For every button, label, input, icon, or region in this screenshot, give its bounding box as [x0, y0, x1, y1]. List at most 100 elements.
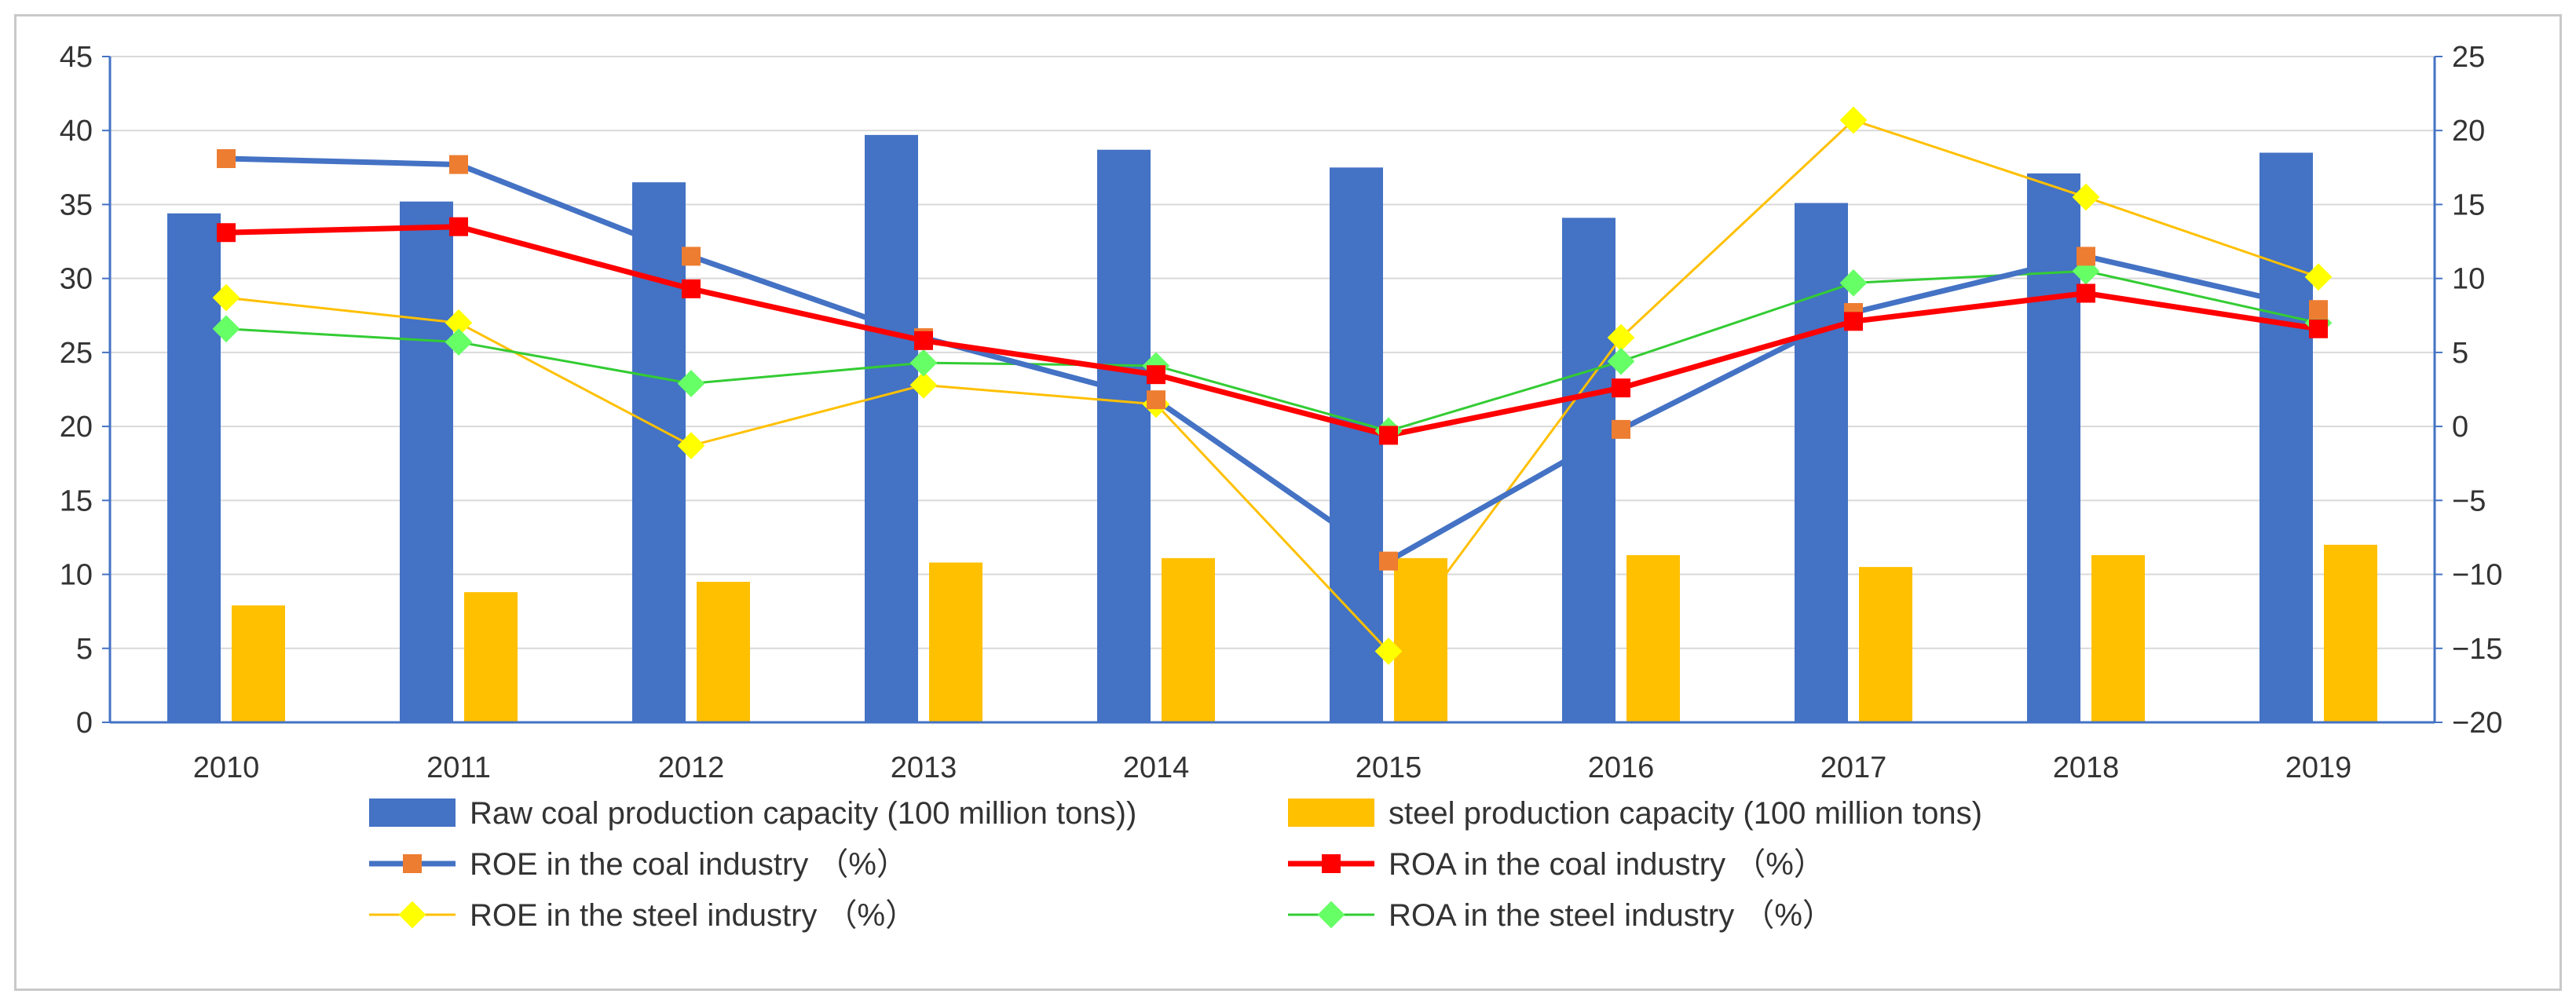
legend-label: ROA in the steel industry （%） — [1389, 898, 1834, 933]
line-3-point-2012 — [677, 370, 705, 397]
legend-label: ROE in the coal industry （%） — [470, 847, 908, 882]
right-tick-label: 10 — [2452, 263, 2485, 296]
x-tick-label: 2015 — [1356, 751, 1422, 784]
right-tick-label: 25 — [2452, 41, 2485, 74]
right-tick-label: −10 — [2452, 559, 2502, 592]
legend-marker — [398, 901, 426, 929]
bar-1-2017 — [1859, 567, 1912, 722]
line-2-point-2012 — [677, 432, 705, 459]
legend-label: steel production capacity (100 million t… — [1389, 796, 1982, 831]
legend-item: ROA in the steel industry （%） — [1288, 898, 1834, 933]
x-axis-ticks: 2010 2011 2012 2013 2014 2015 2016 2017 2018 2019 — [193, 751, 2352, 784]
line-1-point-2019 — [2309, 319, 2328, 338]
bar-1-2013 — [929, 562, 982, 722]
axes — [102, 56, 2442, 724]
legend-label: Raw coal production capacity (100 millio… — [470, 796, 1136, 831]
bar-0-2018 — [2027, 173, 2080, 723]
line-2-point-2013 — [909, 371, 938, 399]
line-0-point-2018 — [2077, 247, 2095, 266]
x-tick-label: 2012 — [658, 751, 725, 784]
line-3-point-2010 — [212, 315, 240, 343]
right-tick-label: −20 — [2452, 707, 2502, 740]
line-1-point-2014 — [1147, 365, 1165, 385]
bar-0-2010 — [167, 213, 221, 722]
line-0-point-2012 — [682, 247, 701, 266]
bar-0-2014 — [1097, 149, 1151, 723]
line-series — [212, 106, 2333, 665]
line-3-point-2018 — [2072, 257, 2100, 285]
right-tick-label: −5 — [2452, 484, 2486, 517]
right-tick-label: 15 — [2452, 188, 2485, 221]
bar-1-2014 — [1162, 557, 1215, 722]
bar-0-2015 — [1330, 167, 1383, 723]
legend-item: ROE in the coal industry （%） — [369, 847, 908, 882]
bar-1-2011 — [464, 592, 518, 722]
bar-1-2016 — [1626, 555, 1680, 722]
bar-1-2018 — [2091, 555, 2145, 722]
left-tick-label: 5 — [76, 633, 93, 666]
x-tick-label: 2017 — [1820, 751, 1887, 784]
left-tick-label: 35 — [60, 188, 93, 221]
line-3 — [225, 269, 2319, 433]
bar-0-2017 — [1795, 203, 1848, 722]
chart-frame — [14, 14, 2562, 991]
right-tick-label: 5 — [2452, 337, 2468, 370]
right-tick-label: −15 — [2452, 633, 2502, 666]
line-0-point-2019 — [2309, 300, 2328, 320]
legend-swatch — [369, 799, 456, 827]
line-3-point-2017 — [1839, 269, 1868, 297]
legend-item: Raw coal production capacity (100 millio… — [369, 796, 1136, 831]
line-2-point-2011 — [445, 309, 473, 337]
line-1-point-2018 — [2077, 283, 2095, 303]
legend-marker — [1317, 901, 1345, 929]
legend-swatch — [1288, 799, 1374, 827]
line-1-point-2011 — [449, 217, 468, 236]
right-tick-label: 20 — [2452, 115, 2485, 148]
legend-label: ROA in the coal industry （%） — [1389, 847, 1825, 882]
x-tick-label: 2016 — [1588, 751, 1655, 784]
legend-item: steel production capacity (100 million t… — [1288, 796, 1982, 831]
line-2-point-2016 — [1607, 323, 1635, 352]
line-2 — [225, 119, 2319, 653]
left-tick-label: 45 — [60, 41, 93, 74]
left-tick-label: 25 — [60, 337, 93, 370]
left-tick-label: 20 — [60, 411, 93, 444]
left-tick-label: 10 — [60, 559, 93, 592]
line-2-point-2015 — [1374, 638, 1403, 665]
left-tick-label: 30 — [60, 263, 93, 296]
bar-1-2010 — [232, 605, 285, 722]
x-tick-label: 2018 — [2053, 751, 2120, 784]
line-3-point-2016 — [1607, 347, 1635, 375]
bar-0-2016 — [1562, 217, 1615, 723]
right-axis-ticks: −20 −15 −10 −5 0 5 10 15 20 25 — [2452, 41, 2502, 740]
line-0 — [225, 155, 2319, 565]
bar-0-2013 — [865, 134, 918, 722]
line-1-point-2016 — [1612, 378, 1630, 398]
line-0-point-2011 — [449, 155, 468, 174]
line-0-point-2010 — [217, 149, 236, 169]
legend-label: ROE in the steel industry （%） — [470, 898, 917, 933]
legend-marker — [403, 854, 422, 873]
line-0-point-2015 — [1379, 551, 1398, 571]
legend: Raw coal production capacity (100 millio… — [369, 796, 1982, 933]
bar-series — [167, 134, 2377, 723]
line-2-point-2010 — [212, 283, 240, 312]
line-0-point-2016 — [1612, 419, 1630, 439]
x-tick-label: 2011 — [426, 751, 491, 784]
bar-0-2011 — [400, 201, 453, 723]
line-3-point-2013 — [909, 349, 938, 377]
bar-0-2012 — [632, 182, 686, 722]
legend-item: ROE in the steel industry （%） — [369, 898, 917, 933]
left-tick-label: 15 — [60, 484, 93, 517]
legend-item: ROA in the coal industry （%） — [1288, 847, 1825, 882]
line-2-point-2019 — [2304, 263, 2333, 291]
line-0-point-2014 — [1147, 390, 1165, 410]
line-2-point-2017 — [1839, 106, 1868, 134]
bar-1-2019 — [2324, 544, 2377, 722]
line-1 — [225, 224, 2319, 438]
x-tick-label: 2014 — [1123, 751, 1190, 784]
left-tick-label: 0 — [76, 707, 93, 740]
x-tick-label: 2010 — [193, 751, 260, 784]
line-1-point-2010 — [217, 223, 236, 243]
